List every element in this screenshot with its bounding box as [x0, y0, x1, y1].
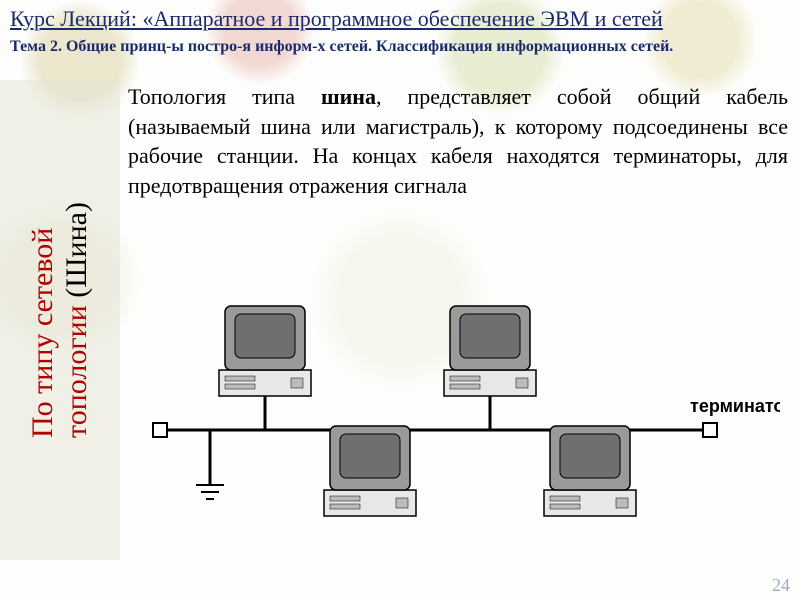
content-area: По типу сетевой топологии (Шина) Тополог… — [0, 80, 800, 600]
para-pre: Топология типа — [128, 84, 321, 109]
body-paragraph: Топология типа шина, представляет собой … — [128, 82, 788, 201]
vlabel-line1: По типу сетевой — [26, 228, 59, 438]
header: Курс Лекций: «Аппаратное и программное о… — [0, 0, 800, 58]
page-number: 24 — [772, 575, 790, 596]
svg-text:терминатор: терминатор — [690, 396, 780, 416]
bus-topology-diagram: терминатор — [120, 280, 780, 580]
vlabel-line2-red: топологии — [60, 305, 93, 438]
para-bold: шина — [321, 84, 376, 109]
topic-line: Тема 2. Общие принц-ы постро-я информ-х … — [10, 38, 790, 56]
vlabel-line2-black: Шина — [60, 212, 93, 288]
sidebar: По типу сетевой топологии (Шина) — [0, 80, 120, 560]
course-title: Курс Лекций: «Аппаратное и программное о… — [10, 6, 790, 32]
vertical-label: По типу сетевой топологии (Шина) — [26, 202, 94, 438]
vlabel-paren-open: ( — [60, 288, 93, 306]
vlabel-paren-close: ) — [60, 202, 93, 212]
